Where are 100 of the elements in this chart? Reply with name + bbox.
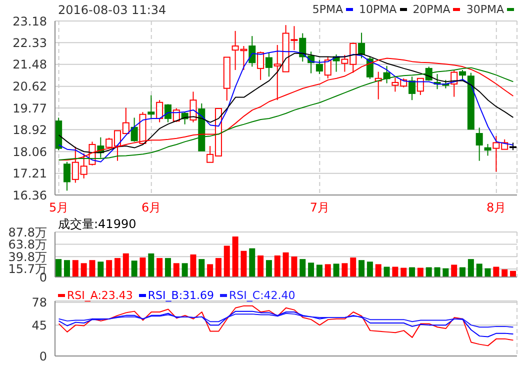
- x-tick-label: 7月: [310, 200, 330, 215]
- bar: [316, 264, 322, 277]
- candlestick: [130, 117, 138, 142]
- candlestick: [366, 56, 374, 80]
- candlestick: [148, 94, 155, 120]
- legend-label: 20PMA: [412, 3, 452, 16]
- bar: [148, 253, 154, 277]
- y-tick-label: 18.92: [12, 122, 47, 137]
- x-tick-label: 8月: [486, 200, 506, 215]
- legend-label: 30PMA: [466, 3, 505, 16]
- y-tick-label: 17.21: [12, 166, 47, 181]
- bar: [207, 264, 214, 277]
- y-tick-label: 18.06: [12, 144, 47, 159]
- bar: [358, 260, 365, 277]
- bar: [106, 260, 112, 277]
- bar: [266, 260, 272, 277]
- bar: [274, 255, 280, 277]
- bar: [291, 256, 298, 277]
- line-series: [58, 312, 514, 328]
- bar: [442, 268, 449, 277]
- bar: [468, 259, 474, 277]
- legend-label: RSI_A:23.43: [66, 289, 133, 302]
- y-tick-label: 78: [32, 296, 47, 310]
- bar: [156, 258, 163, 277]
- line-series: [58, 310, 514, 338]
- bar: [198, 259, 205, 277]
- y-tick-label: 16.36: [12, 188, 47, 202]
- bar: [182, 263, 188, 277]
- bar: [173, 263, 180, 277]
- y-tick-label: 39.8万: [8, 250, 47, 264]
- bar: [392, 266, 398, 277]
- bar: [409, 267, 416, 277]
- bar: [476, 264, 482, 277]
- y-tick-label: 20.62: [12, 80, 47, 94]
- bar: [98, 262, 104, 277]
- x-tick-label: 5月: [48, 200, 69, 215]
- candlestick: [358, 32, 366, 59]
- bar: [426, 267, 432, 277]
- bar: [258, 255, 264, 277]
- bar: [215, 258, 222, 277]
- bar: [493, 266, 500, 277]
- candlestick: [164, 104, 172, 123]
- bar: [350, 258, 356, 277]
- bar: [434, 267, 440, 277]
- candlestick: [316, 60, 323, 75]
- y-tick-label: 19.77: [12, 101, 47, 116]
- bar: [240, 250, 247, 277]
- bar: [80, 263, 87, 277]
- bar: [375, 264, 382, 277]
- bar: [417, 268, 424, 277]
- candlestick: [248, 36, 256, 68]
- candlestick: [416, 78, 424, 96]
- bar: [342, 263, 348, 277]
- text: 成交量:41990: [58, 216, 136, 233]
- bar: [249, 248, 256, 277]
- y-tick-label: 45: [32, 318, 47, 332]
- bar: [384, 266, 390, 277]
- candlestick: [63, 161, 70, 192]
- candlestick: [476, 127, 483, 162]
- bar: [300, 259, 306, 277]
- bar: [460, 267, 466, 277]
- bar: [232, 236, 238, 277]
- bar: [190, 254, 196, 277]
- candlestick: [190, 91, 197, 123]
- y-tick-label: 22.33: [12, 36, 47, 50]
- bar: [64, 260, 70, 277]
- bar: [140, 258, 146, 277]
- y-tick-label: 63.8万: [8, 238, 47, 252]
- bar: [89, 260, 96, 277]
- legend-label: 5PMA: [312, 3, 344, 16]
- legend-label: RSI_B:31.69: [146, 289, 214, 302]
- bar: [164, 258, 171, 277]
- bar: [366, 262, 373, 277]
- candlestick: [408, 76, 416, 101]
- bar: [131, 260, 138, 277]
- bar: [333, 264, 340, 277]
- chart-title: 2016-08-03 11:34: [58, 3, 166, 17]
- bar: [224, 246, 230, 277]
- y-tick-label: 15.7万: [8, 262, 47, 276]
- y-tick-label: 21.48: [12, 58, 47, 72]
- legend-label: RSI_C:42.40: [228, 289, 296, 302]
- candlestick: [265, 52, 272, 78]
- bar: [484, 268, 491, 277]
- bar: [122, 253, 129, 277]
- bar: [72, 260, 78, 277]
- bar: [502, 269, 508, 277]
- bar: [324, 264, 331, 277]
- bar: [400, 268, 407, 277]
- candlestick: [156, 100, 164, 123]
- y-tick-label: 87.8万: [8, 225, 47, 240]
- y-tick-label: 0: [39, 349, 47, 364]
- x-tick-label: 6月: [142, 200, 162, 215]
- candlestick: [257, 51, 264, 80]
- bar: [114, 258, 120, 277]
- y-tick-label: 23.18: [12, 14, 47, 28]
- bar: [56, 259, 62, 277]
- bar: [308, 262, 314, 277]
- bar: [282, 252, 289, 277]
- bar: [451, 264, 458, 277]
- candlestick: [484, 143, 492, 156]
